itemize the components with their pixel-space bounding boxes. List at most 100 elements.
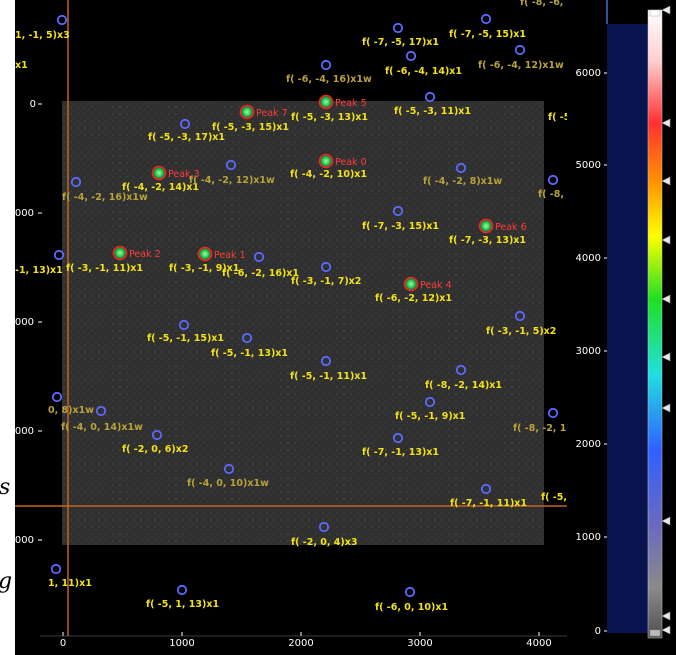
colorbar-handle[interactable] — [661, 5, 671, 15]
colorbar-handles[interactable] — [649, 5, 671, 637]
reflection[interactable]: f( -5, -1, 15)x1 — [147, 319, 224, 344]
reflection-marker[interactable] — [56, 14, 68, 26]
colorbar-handle[interactable] — [661, 352, 671, 362]
reflection[interactable]: f( -6, 0, 10)x1 — [375, 586, 448, 613]
colorbar-gradient[interactable] — [647, 9, 663, 639]
reflection-marker[interactable] — [424, 91, 436, 103]
reflection[interactable]: f( -5, -3, 13)x1 — [291, 112, 368, 123]
peak-marker[interactable] — [318, 94, 334, 110]
reflection-marker[interactable] — [404, 586, 416, 598]
reflection-marker[interactable] — [225, 159, 237, 171]
reflection-marker[interactable] — [392, 205, 404, 217]
reflection[interactable]: f( -3, -1, 9)x1 — [169, 263, 239, 274]
peak-marker[interactable] — [478, 218, 494, 234]
reflection[interactable]: x1 — [15, 60, 28, 71]
reflection[interactable]: f( -7, -3, 15)x1 — [362, 205, 439, 232]
colorbar-handle[interactable] — [661, 516, 671, 526]
peak[interactable]: Peak 2 — [112, 245, 161, 261]
peak-marker[interactable] — [403, 276, 419, 292]
reflection-marker[interactable] — [151, 429, 163, 441]
peak[interactable]: Peak 1 — [197, 246, 246, 262]
reflection-marker[interactable] — [392, 22, 404, 34]
reflection-marker[interactable] — [223, 463, 235, 475]
colorbar-bottom-handle[interactable] — [649, 629, 661, 637]
colorbar-handle[interactable] — [661, 403, 671, 413]
reflection[interactable]: f( -3, -1, 7)x2 — [291, 261, 361, 287]
peak[interactable]: Peak 4 — [403, 276, 452, 292]
reflection[interactable]: f( -6, -2, 16)x1 — [222, 251, 299, 279]
reflection-marker[interactable] — [547, 407, 559, 419]
reflection-marker[interactable] — [514, 44, 526, 56]
peak-marker[interactable] — [112, 245, 128, 261]
reflection-marker[interactable] — [70, 176, 82, 188]
reflection[interactable]: f( -5, -1, 9)x1 — [395, 396, 465, 422]
reflection-marker[interactable] — [50, 563, 62, 575]
reflection[interactable]: f( -6, -2, 12)x1 — [375, 293, 452, 304]
colorbar-handle[interactable] — [661, 235, 671, 245]
reflection[interactable]: f( -7, -1, 11)x1 — [450, 483, 527, 509]
colorbar-handle[interactable] — [661, 625, 671, 635]
reflection[interactable]: f( -8, -6, 16 — [520, 0, 580, 8]
peak[interactable]: Peak 5 — [318, 94, 367, 110]
peak[interactable]: Peak 7 — [239, 104, 288, 120]
reflection[interactable]: 1, -1, 5)x3 — [15, 14, 70, 41]
reflection-marker[interactable] — [514, 310, 526, 322]
peak-marker[interactable] — [239, 104, 255, 120]
reflection[interactable]: f( -5, 1, 13)x1 — [146, 584, 219, 610]
reflection-marker[interactable] — [480, 13, 492, 25]
reflection[interactable]: f( -5, -1, 13)x1 — [211, 332, 288, 359]
reflection-marker[interactable] — [320, 355, 332, 367]
peak[interactable]: Peak 6 — [478, 218, 527, 234]
reflection[interactable]: f( -4, -2, 12)x1w — [189, 159, 275, 186]
reflection-marker[interactable] — [95, 405, 107, 417]
reflection-marker[interactable] — [424, 396, 436, 408]
peak-marker[interactable] — [318, 153, 334, 169]
reflection[interactable]: f( -5, -3, 15)x1 — [212, 122, 289, 133]
reflection-marker[interactable] — [480, 483, 492, 495]
reflection[interactable]: f( -8, -2, 14)x1 — [425, 364, 502, 391]
reflection-marker[interactable] — [253, 251, 265, 263]
reflection-marker[interactable] — [405, 50, 417, 62]
peak[interactable]: Peak 0 — [318, 153, 367, 169]
colorbar-handle[interactable] — [661, 611, 671, 621]
reflection[interactable]: f( -7, -5, 17)x1 — [362, 22, 439, 48]
colorbar-handle[interactable] — [661, 118, 671, 128]
reflection-marker[interactable] — [176, 584, 188, 596]
colorbar-handle[interactable] — [661, 294, 671, 304]
reflection[interactable]: f( -4, 0, 10)x1w — [187, 463, 269, 489]
reflection[interactable]: f( -6, -4, 16)x1w — [286, 59, 372, 85]
reflection[interactable]: f( -2, 0, 4)x3 — [291, 521, 357, 548]
reflection[interactable]: f( -4, 0, 14)x1w — [61, 405, 143, 433]
reflection[interactable]: f( -3, -1, 5)x2 — [486, 310, 556, 337]
peak[interactable]: Peak 3 — [151, 165, 200, 181]
reflection-marker[interactable] — [455, 364, 467, 376]
reflection[interactable]: f( -4, -2, 8)x1w — [423, 162, 502, 187]
reflection[interactable]: f( -7, -5, 15)x1 — [449, 13, 526, 40]
reflection-marker[interactable] — [179, 118, 191, 130]
reflection[interactable]: f( -5, -3, 11)x1 — [394, 91, 471, 117]
reflection[interactable]: f( -5, -3, 17)x1 — [148, 118, 225, 143]
reflection-marker[interactable] — [455, 162, 467, 174]
reflection-marker[interactable] — [241, 332, 253, 344]
reflection[interactable]: f( -5, — [541, 492, 567, 503]
peak-marker[interactable] — [151, 165, 167, 181]
reflection[interactable]: f( -5, — [548, 112, 574, 123]
reflection-marker[interactable] — [178, 319, 190, 331]
colorbar-top-handle[interactable] — [649, 9, 661, 17]
reflection[interactable]: -1, 13)x1 — [15, 249, 65, 276]
reflection[interactable]: 0, 8)x1w — [48, 391, 94, 416]
reflection-marker[interactable] — [547, 174, 559, 186]
reflection[interactable]: f( -5, -1, 11)x1 — [290, 355, 367, 382]
reflection-marker[interactable] — [320, 261, 332, 273]
reflection[interactable]: f( -7, -1, 13)x1 — [362, 432, 439, 458]
reflection[interactable]: f( -6, -4, 14)x1 — [385, 50, 462, 77]
reflection[interactable]: f( -3, -1, 11)x1 — [66, 263, 143, 274]
reflection[interactable]: f( -4, -2, 14)x1 — [122, 182, 199, 193]
reflection-marker[interactable] — [392, 432, 404, 444]
reflection-marker[interactable] — [51, 391, 63, 403]
reflection-marker[interactable] — [318, 521, 330, 533]
reflection[interactable]: f( -4, -2, 10)x1 — [290, 169, 367, 180]
reflection[interactable]: f( -7, -3, 13)x1 — [449, 235, 526, 246]
reflection[interactable]: f( -4, -2, 16)x1w — [62, 176, 148, 203]
